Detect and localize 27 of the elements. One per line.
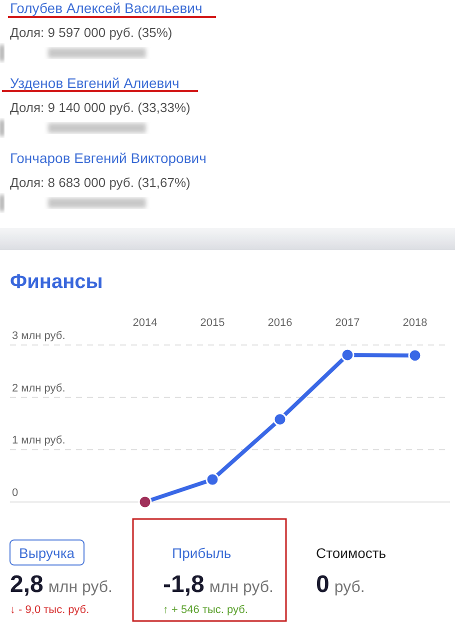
y-tick-label: 0 <box>12 487 18 499</box>
text: Гончаров Евгений Викторович <box>10 150 206 166</box>
x-tick-label: 2015 <box>200 317 225 329</box>
text: млн руб. <box>48 579 112 596</box>
text: Доля: 9 597 000 руб. (35%) <box>10 25 172 40</box>
text: млн руб. <box>209 579 274 596</box>
text: Прибыль <box>172 545 232 561</box>
text: ↑ + 546 тыс. руб. <box>163 604 248 616</box>
text: Доля: 9 140 000 руб. (33,33%) <box>10 100 190 115</box>
y-tick-label: 3 млн руб. <box>12 330 66 342</box>
text: -1,8 <box>163 571 204 598</box>
text: Доля: 8 683 000 руб. (31,67%) <box>10 175 190 190</box>
text: руб. <box>334 579 365 596</box>
text: Стоимость <box>316 545 386 561</box>
text: Узденов Евгений Алиевич <box>10 75 180 91</box>
text: 2,8 <box>10 571 44 598</box>
y-tick-label: 1 млн руб. <box>12 434 66 447</box>
text: Выручка <box>19 545 75 561</box>
x-tick-label: 2017 <box>335 317 360 329</box>
x-tick-label: 2016 <box>268 317 292 329</box>
y-tick-label: 2 млн руб. <box>12 382 66 394</box>
x-tick-label: 2018 <box>402 317 428 329</box>
text: 0 <box>316 571 330 598</box>
x-tick-label: 2014 <box>132 317 158 329</box>
text: ↓ - 9,0 тыс. руб. <box>10 604 90 616</box>
chart-title: Финансы <box>10 271 103 293</box>
text: Голубев Алексей Васильевич <box>10 0 202 16</box>
